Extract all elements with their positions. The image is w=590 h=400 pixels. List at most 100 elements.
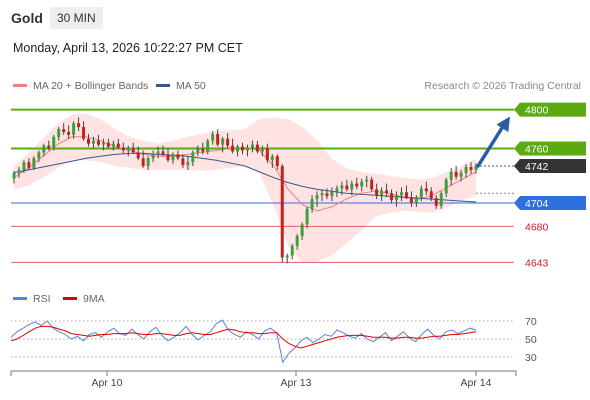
rsi-panel: 70 50 30 <box>10 316 537 364</box>
candle-body <box>300 224 304 237</box>
candle-body <box>32 158 36 168</box>
candle-body <box>91 140 95 144</box>
research-credit: Research © 2026 Trading Central <box>424 80 581 92</box>
candle-body <box>27 162 31 168</box>
candle-body <box>449 171 453 180</box>
candle-body <box>216 133 220 145</box>
candle-body <box>72 123 76 135</box>
candle-body <box>52 136 56 148</box>
candle-body <box>399 192 403 196</box>
candle-body <box>380 190 384 196</box>
legend-9ma: 9MA <box>63 293 105 305</box>
level-lines <box>11 108 514 263</box>
time-tick-label: Apr 13 <box>281 377 312 389</box>
candle-body <box>211 133 215 141</box>
level-tag-text-4704: 4704 <box>525 198 549 210</box>
level-tag-4800 <box>514 102 586 117</box>
candle-body <box>221 138 225 145</box>
candle-body <box>245 147 249 151</box>
level-label-4680: 4680 <box>525 221 549 233</box>
rsi-tick-50: 50 <box>525 334 537 346</box>
level-tag-4704 <box>514 196 586 210</box>
ma50-line <box>13 152 477 203</box>
moving-averages <box>13 136 477 212</box>
forecast-arrow-shaft <box>476 119 508 168</box>
time-tick-label: Apr 14 <box>461 377 492 389</box>
legend-ma50-label: MA 50 <box>176 80 206 92</box>
candle-body <box>340 185 344 189</box>
ma20-line <box>13 136 477 212</box>
candle-body <box>395 195 399 201</box>
legend-ma50-swatch <box>156 83 170 87</box>
level-tag-text-4800: 4800 <box>525 105 549 117</box>
candle-body <box>121 147 125 151</box>
candle-body <box>101 142 105 145</box>
candlesticks <box>12 117 478 264</box>
rsi-tick-30: 30 <box>525 352 537 364</box>
candle-body <box>265 148 269 161</box>
level-tag-text-4742: 4742 <box>525 161 549 173</box>
candle-body <box>17 169 21 173</box>
legend-ma20-bb: MA 20 + Bollinger Bands <box>13 80 148 92</box>
candle-body <box>82 127 86 139</box>
candle-body <box>116 143 120 148</box>
candle-body <box>106 142 110 147</box>
candle-body <box>275 156 279 167</box>
instrument-title: Gold <box>11 10 43 26</box>
legend-rsi-swatch <box>13 296 27 300</box>
candle-body <box>474 166 478 170</box>
candle-body <box>325 193 329 197</box>
candle-body <box>111 143 115 147</box>
level-tags: 4800 4760 4742 4704 4680 4643 <box>514 102 586 269</box>
legend-9ma-swatch <box>63 296 77 300</box>
candle-body <box>280 166 284 258</box>
chart-header: Gold 30 MIN <box>0 0 590 38</box>
candle-body <box>320 193 324 196</box>
level-tag-4742 <box>514 159 586 174</box>
candle-body <box>22 162 26 170</box>
timeframe-badge[interactable]: 30 MIN <box>50 7 103 29</box>
candle-body <box>295 236 299 246</box>
candle-body <box>330 191 334 197</box>
candle-body <box>454 171 458 177</box>
candle-body <box>201 149 205 152</box>
candle-body <box>77 123 81 128</box>
candle-body <box>161 151 165 155</box>
candle-body <box>196 149 200 153</box>
candle-body <box>186 162 190 166</box>
candle-body <box>409 198 413 203</box>
candle-body <box>236 146 240 152</box>
candle-body <box>270 156 274 161</box>
candle-body <box>231 145 235 152</box>
candle-body <box>141 158 145 167</box>
candle-body <box>459 172 463 177</box>
candle-body <box>42 145 46 153</box>
candle-body <box>191 152 195 163</box>
candle-body <box>444 179 448 194</box>
candle-body <box>62 129 66 132</box>
candle-body <box>345 185 349 190</box>
candle-body <box>156 151 160 154</box>
candle-body <box>469 167 473 170</box>
candle-body <box>365 179 369 182</box>
candle-body <box>131 148 135 153</box>
candle-body <box>464 167 468 173</box>
level-tag-4760 <box>514 141 586 156</box>
candle-body <box>355 183 359 187</box>
candle-body <box>171 154 175 161</box>
legend-ma20-label: MA 20 + Bollinger Bands <box>33 80 149 92</box>
candle-body <box>419 188 423 198</box>
candle-body <box>12 172 16 179</box>
candle-body <box>126 148 130 151</box>
level-tag-text-4760: 4760 <box>525 144 549 156</box>
candle-body <box>414 197 418 203</box>
candle-body <box>285 255 289 258</box>
candle-body <box>424 188 428 192</box>
rsi-tick-70: 70 <box>525 316 537 328</box>
candle-body <box>146 158 150 167</box>
candle-body <box>434 198 438 206</box>
candle-body <box>136 152 140 159</box>
candle-body <box>181 158 185 166</box>
candle-body <box>439 193 443 206</box>
